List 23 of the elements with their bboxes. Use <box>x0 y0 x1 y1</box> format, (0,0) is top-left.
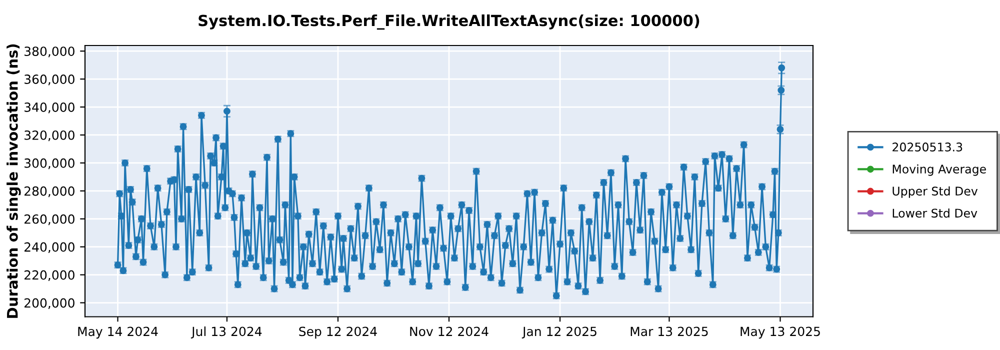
y-axis-title: Duration of single invocation (ns) <box>6 44 21 318</box>
x-tick-label: May 13 2025 <box>740 326 820 339</box>
y-tick-label: 220,000 <box>24 270 74 282</box>
y-tick-label: 240,000 <box>24 242 74 254</box>
chart-title: System.IO.Tests.Perf_File.WriteAllTextAsync(size: 100000) <box>198 14 700 30</box>
y-tick-label: 360,000 <box>24 74 74 86</box>
x-tick-label: May 14 2024 <box>78 326 158 339</box>
y-tick-label: 300,000 <box>24 158 74 170</box>
legend-label: Lower Std Dev <box>892 208 978 218</box>
y-tick-label: 320,000 <box>24 130 74 142</box>
x-tick-label: Mar 13 2025 <box>630 326 708 336</box>
legend-label: Moving Average <box>892 164 986 176</box>
y-tick-label: 380,000 <box>24 46 74 58</box>
x-tick-label: Jan 12 2025 <box>522 326 596 338</box>
x-tick-label: Jul 13 2024 <box>190 326 262 338</box>
x-tick-label: Sep 12 2024 <box>299 326 377 339</box>
x-tick-label: Nov 12 2024 <box>410 326 488 336</box>
legend-label: 20250513.3 <box>892 142 962 152</box>
y-tick-label: 260,000 <box>24 214 74 226</box>
legend-label: Upper Std Dev <box>892 186 978 198</box>
y-tick-label: 200,000 <box>24 298 74 309</box>
y-tick-label: 280,000 <box>24 186 74 198</box>
y-tick-label: 340,000 <box>24 102 74 114</box>
